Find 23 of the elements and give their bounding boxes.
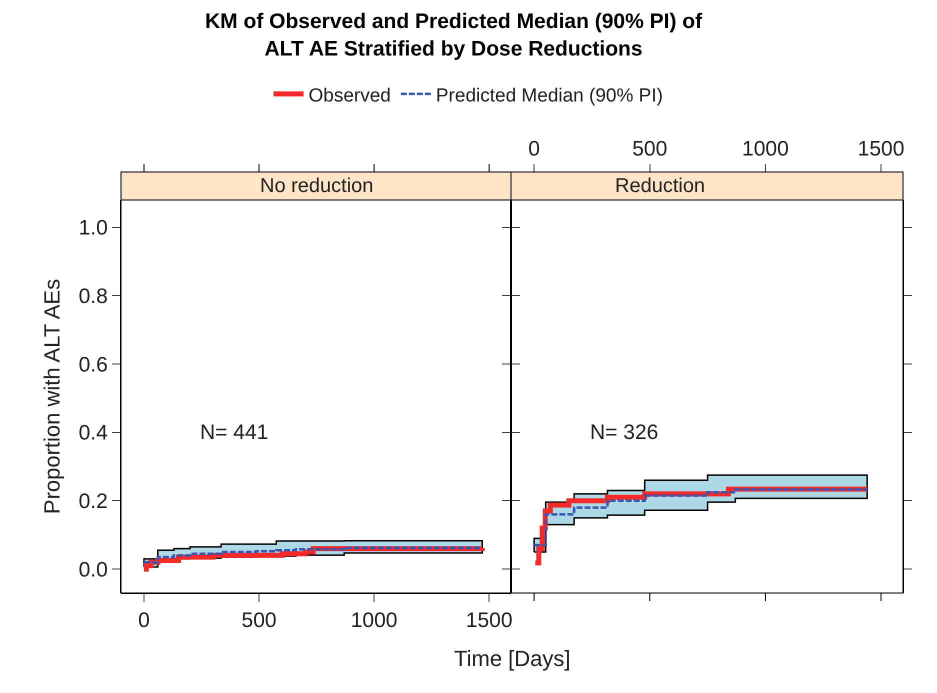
x-tick-label: 1500 [466,609,512,632]
annotation: N= 441 [200,421,268,444]
y-tick-label: 0.4 [78,422,108,445]
legend-label: Observed [308,85,391,106]
x-axis-title: Time [Days] [454,646,571,671]
x-tick-label: 1500 [858,138,904,161]
x-tick-label: 500 [632,138,668,161]
x-tick-label: 500 [242,609,277,632]
chart-subtitle: No reduction [260,175,374,197]
chart-title: KM of Observed and Predicted Median (90% PI) of ALT AE Stratified by Dose Reductions [205,10,704,60]
legend-label: Predicted Median (90% PI) [436,85,663,106]
y-tick-label: 0.0 [78,558,108,582]
chart-subtitle: Reduction [615,175,706,197]
y-tick-label: 0.6 [78,353,108,376]
y-tick-label: 0.2 [78,490,108,514]
x-tick-label: 0 [138,609,150,632]
annotation: N= 326 [590,421,658,444]
x-tick-label: 1000 [350,609,398,632]
y-tick-label: 1.0 [78,216,108,240]
x-tick-label: 1000 [742,138,789,161]
x-tick-label: 0 [528,138,540,161]
y-axis-title: Proportion with ALT AEs [39,278,64,514]
y-tick-label: 0.8 [78,285,108,308]
